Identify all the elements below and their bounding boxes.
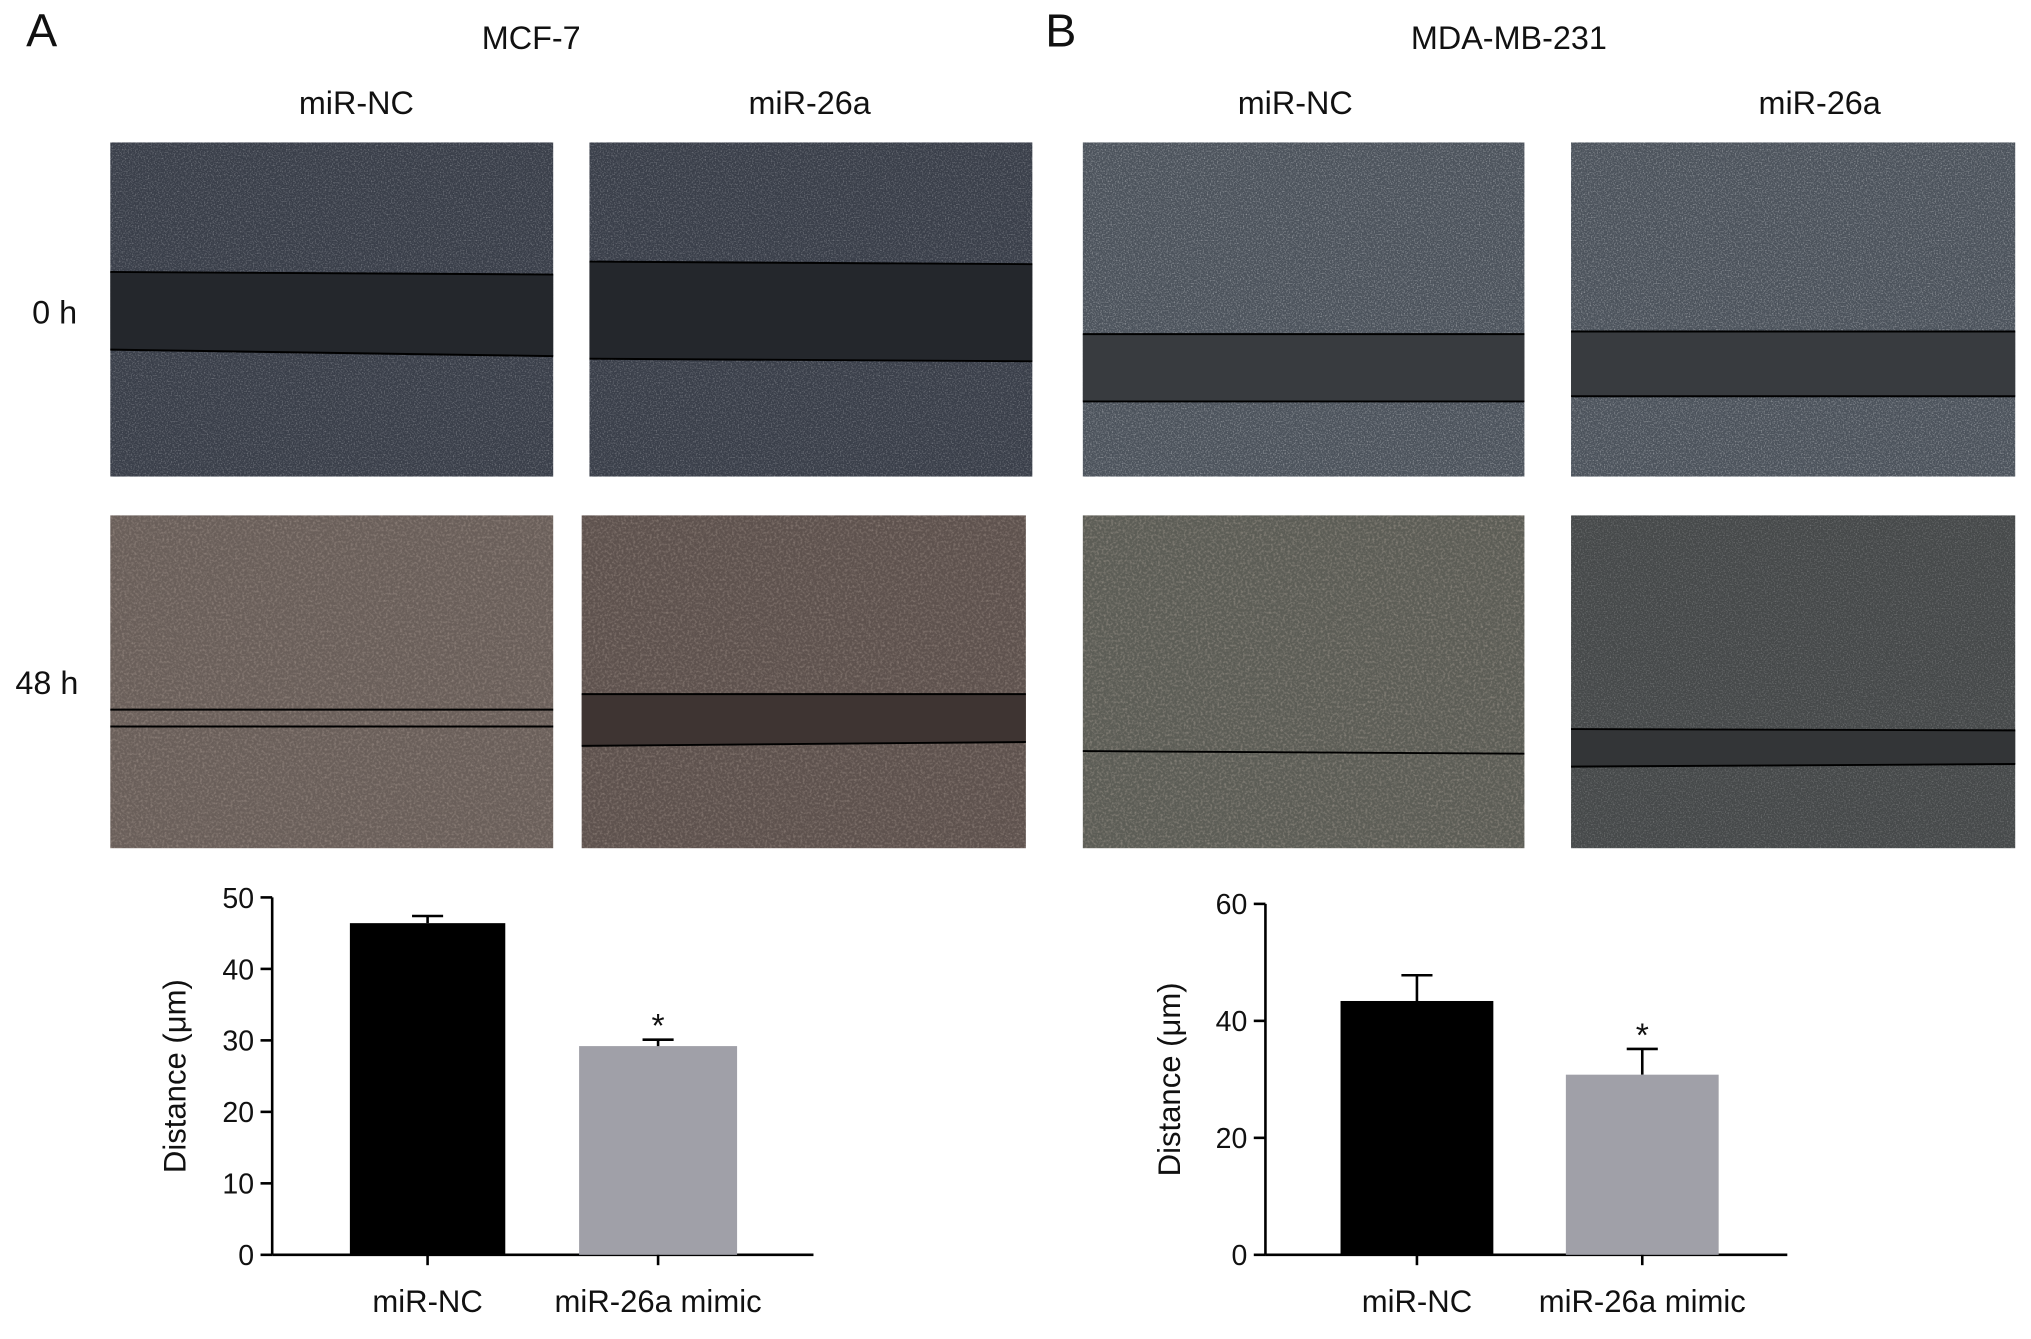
column-label: miR-NC <box>1238 85 1353 121</box>
bar <box>1340 1000 1494 1255</box>
x-tick-label: miR-NC <box>1362 1284 1472 1319</box>
bar <box>349 923 506 1255</box>
micrograph <box>1082 142 1525 477</box>
error-bar <box>1626 1047 1658 1075</box>
y-axis-label: Distance (μm) <box>157 979 192 1173</box>
column-label: miR-NC <box>299 85 414 121</box>
y-tick-label: 30 <box>222 1026 254 1058</box>
micrograph <box>581 515 1026 849</box>
bar <box>579 1046 738 1255</box>
bar <box>1565 1074 1719 1255</box>
column-label: miR-26a <box>1759 85 1881 121</box>
y-tick-label: 20 <box>1216 1123 1248 1155</box>
y-tick-label: 60 <box>1216 889 1248 921</box>
y-tick-label: 40 <box>222 954 254 986</box>
panel-title: MCF-7 <box>482 20 581 56</box>
column-label: miR-26a <box>748 85 870 121</box>
row-label: 0 h <box>32 295 77 331</box>
significance-label: * <box>1636 1017 1649 1054</box>
y-tick-label: 50 <box>222 883 254 915</box>
micrograph <box>110 142 554 477</box>
micrograph <box>1571 515 2016 849</box>
x-tick-label: miR-NC <box>372 1284 482 1319</box>
micrograph <box>110 515 554 849</box>
y-tick-label: 0 <box>1231 1240 1247 1272</box>
micrograph <box>1571 142 2016 477</box>
y-tick-label: 20 <box>222 1097 254 1129</box>
panel-title: MDA-MB-231 <box>1411 20 1607 56</box>
error-bar <box>642 1038 674 1047</box>
y-tick-label: 40 <box>1216 1006 1248 1038</box>
micrograph <box>589 142 1033 477</box>
x-tick-label: miR-26a mimic <box>1539 1284 1746 1319</box>
x-tick-label: miR-26a mimic <box>555 1284 762 1319</box>
error-bar <box>1401 973 1433 1001</box>
micrographs <box>110 142 2016 849</box>
panel-label: B <box>1045 5 1076 57</box>
row-label: 48 h <box>15 665 78 701</box>
micrograph <box>1082 515 1525 849</box>
y-tick-label: 0 <box>238 1240 254 1272</box>
y-axis-label: Distance (μm) <box>1152 982 1187 1176</box>
panel-label: A <box>26 5 57 57</box>
y-tick-label: 10 <box>222 1169 254 1201</box>
error-bar <box>412 914 444 924</box>
significance-label: * <box>652 1008 665 1045</box>
